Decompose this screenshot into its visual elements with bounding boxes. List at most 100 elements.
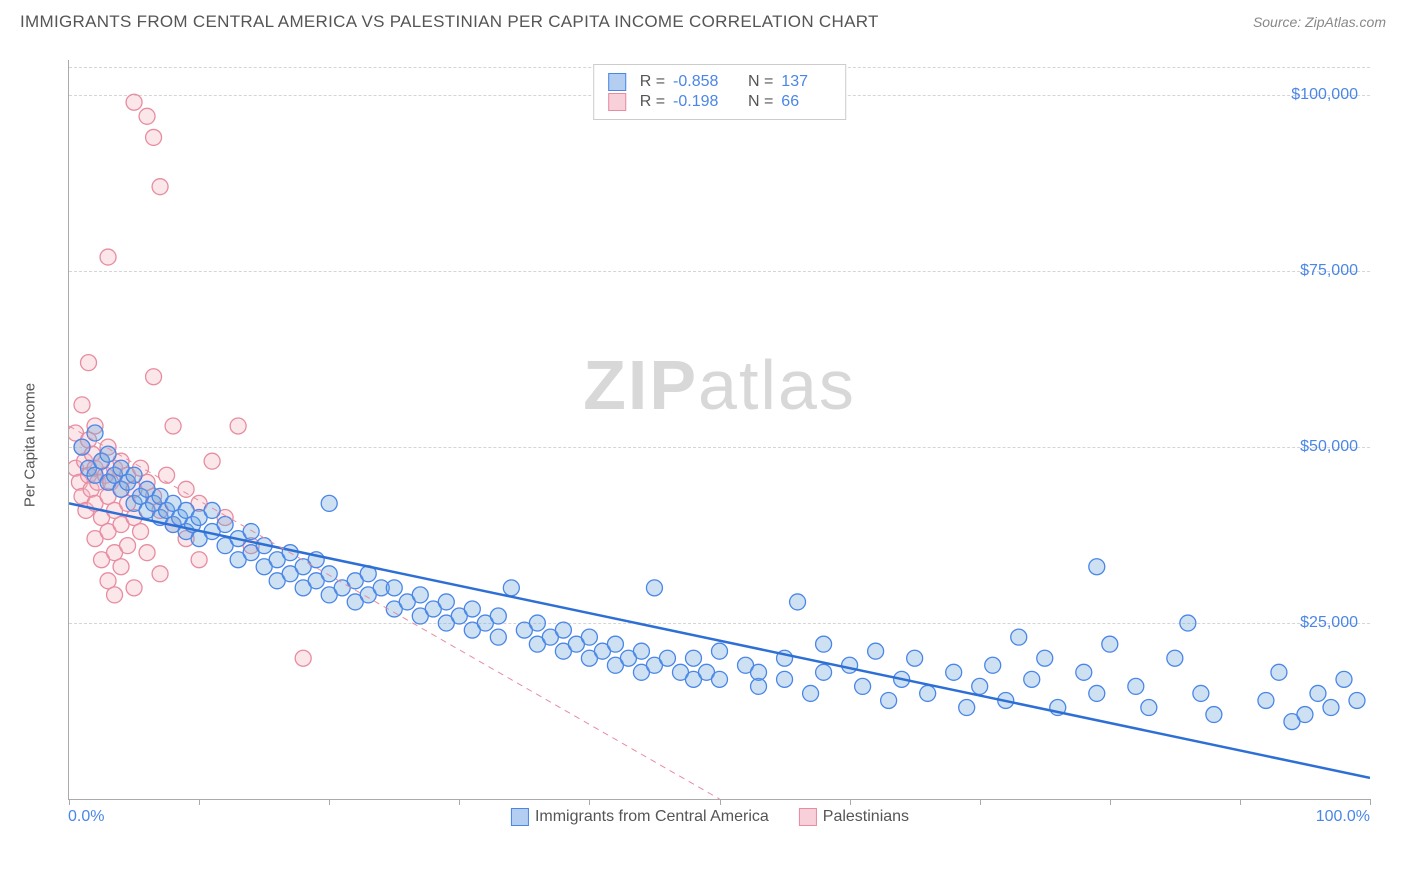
data-point (1128, 678, 1144, 694)
data-point (295, 650, 311, 666)
legend-swatch (799, 808, 817, 826)
data-point (74, 397, 90, 413)
data-point (1089, 559, 1105, 575)
data-point (751, 664, 767, 680)
data-point (126, 467, 142, 483)
x-tick (199, 799, 200, 805)
data-point (646, 580, 662, 596)
x-axis-min-label: 0.0% (68, 808, 104, 826)
stats-n-value: 137 (781, 73, 831, 91)
data-point (490, 629, 506, 645)
data-point (159, 467, 175, 483)
scatter-svg (69, 60, 1370, 799)
stats-label: R = (640, 73, 665, 91)
data-point (146, 129, 162, 145)
data-point (790, 594, 806, 610)
data-point (607, 636, 623, 652)
data-point (868, 643, 884, 659)
x-tick (329, 799, 330, 805)
data-point (1310, 685, 1326, 701)
data-point (1180, 615, 1196, 631)
data-point (165, 418, 181, 434)
x-tick (589, 799, 590, 805)
stats-label: R = (640, 93, 665, 111)
data-point (321, 495, 337, 511)
data-point (946, 664, 962, 680)
data-point (243, 524, 259, 540)
legend-swatch (608, 73, 626, 91)
bottom-legend: Immigrants from Central America Palestini… (511, 808, 909, 826)
x-tick (69, 799, 70, 805)
data-point (907, 650, 923, 666)
data-point (464, 601, 480, 617)
data-point (881, 692, 897, 708)
legend-item: Immigrants from Central America (511, 808, 769, 826)
y-axis-label: Per Capita Income (22, 383, 39, 507)
data-point (152, 566, 168, 582)
data-point (1258, 692, 1274, 708)
x-tick (720, 799, 721, 805)
data-point (972, 678, 988, 694)
x-tick (850, 799, 851, 805)
x-tick (459, 799, 460, 805)
data-point (685, 650, 701, 666)
data-point (581, 629, 597, 645)
data-point (113, 559, 129, 575)
data-point (1193, 685, 1209, 701)
legend-label: Immigrants from Central America (535, 808, 769, 826)
chart-area: Per Capita Income ZIPatlas R =-0.858 N =… (50, 60, 1370, 830)
data-point (1167, 650, 1183, 666)
legend-item: Palestinians (799, 808, 909, 826)
data-point (712, 643, 728, 659)
stats-label: N = (748, 73, 773, 91)
chart-title: IMMIGRANTS FROM CENTRAL AMERICA VS PALES… (20, 12, 879, 32)
stats-n-value: 66 (781, 93, 831, 111)
stats-r-value: -0.858 (673, 73, 723, 91)
data-point (1349, 692, 1365, 708)
stats-label: N = (748, 93, 773, 111)
data-point (217, 517, 233, 533)
data-point (490, 608, 506, 624)
x-axis-max-label: 100.0% (1316, 808, 1370, 826)
data-point (985, 657, 1001, 673)
data-point (139, 545, 155, 561)
data-point (959, 700, 975, 716)
stats-legend-box: R = -0.858 N = 137 R =-0.198 N = 66 (593, 64, 847, 120)
data-point (1141, 700, 1157, 716)
data-point (107, 587, 123, 603)
data-point (920, 685, 936, 701)
data-point (1037, 650, 1053, 666)
data-point (1297, 707, 1313, 723)
data-point (1323, 700, 1339, 716)
data-point (842, 657, 858, 673)
trend-line (69, 426, 720, 799)
data-point (230, 418, 246, 434)
data-point (1336, 671, 1352, 687)
stats-row: R =-0.198 N = 66 (608, 93, 832, 111)
data-point (816, 664, 832, 680)
data-point (712, 671, 728, 687)
legend-label: Palestinians (823, 808, 909, 826)
data-point (555, 622, 571, 638)
data-point (204, 453, 220, 469)
x-tick (980, 799, 981, 805)
stats-row: R = -0.858 N = 137 (608, 73, 832, 91)
data-point (633, 643, 649, 659)
data-point (1271, 664, 1287, 680)
data-point (1011, 629, 1027, 645)
data-point (74, 439, 90, 455)
data-point (503, 580, 519, 596)
data-point (659, 650, 675, 666)
data-point (120, 538, 136, 554)
trend-line (69, 503, 1370, 777)
data-point (87, 425, 103, 441)
data-point (1089, 685, 1105, 701)
data-point (777, 671, 793, 687)
legend-swatch (608, 93, 626, 111)
data-point (1102, 636, 1118, 652)
x-tick (1240, 799, 1241, 805)
data-point (81, 355, 97, 371)
data-point (529, 615, 545, 631)
data-point (100, 249, 116, 265)
data-point (146, 369, 162, 385)
